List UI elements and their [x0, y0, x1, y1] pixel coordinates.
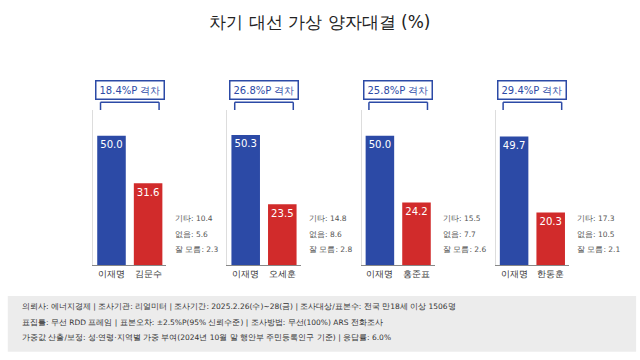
svg-text:20.3: 20.3	[539, 216, 562, 227]
svg-text:기타: 17.3: 기타: 17.3	[577, 214, 615, 223]
svg-text:잘 모름: 2.1: 잘 모름: 2.1	[577, 245, 620, 254]
svg-text:차기 대선 가상 양자대결 (%): 차기 대선 가상 양자대결 (%)	[209, 12, 430, 32]
svg-text:기타: 10.4: 기타: 10.4	[175, 214, 213, 223]
svg-text:26.8%P 격차: 26.8%P 격차	[234, 85, 295, 96]
svg-text:이재명: 이재명	[98, 269, 125, 279]
svg-text:의뢰사: 에너지경제 | 조사기관: 리얼미터 | 조사기간: 의뢰사: 에너지경제 | 조사기관: 리얼미터 | 조사기간: 2025.2.2…	[22, 302, 456, 311]
svg-text:29.4%P 격차: 29.4%P 격차	[502, 85, 563, 96]
svg-text:25.8%P 격차: 25.8%P 격차	[368, 85, 429, 96]
svg-text:김문수: 김문수	[135, 269, 162, 279]
svg-text:50.0: 50.0	[100, 139, 123, 150]
svg-text:31.6: 31.6	[137, 187, 160, 198]
svg-text:이재명: 이재명	[232, 269, 259, 279]
svg-text:오세훈: 오세훈	[269, 269, 296, 279]
svg-text:잘 모름: 2.3: 잘 모름: 2.3	[175, 245, 218, 254]
svg-text:23.5: 23.5	[271, 208, 294, 219]
svg-text:잘 모름: 2.6: 잘 모름: 2.6	[443, 245, 486, 254]
svg-text:가중값 산출/보정: 성·연령·지역별 가중 부여(2024: 가중값 산출/보정: 성·연령·지역별 가중 부여(2024년 10월 말 행안…	[22, 333, 391, 342]
svg-text:없음: 7.7: 없음: 7.7	[443, 230, 476, 239]
svg-text:50.3: 50.3	[234, 138, 257, 149]
svg-text:홍준표: 홍준표	[403, 269, 430, 279]
svg-text:49.7: 49.7	[503, 140, 526, 151]
svg-text:한동훈: 한동훈	[537, 269, 564, 279]
svg-text:표집틀: 무선 RDD 프레임 | 표본오차: ±2.5%P: 표집틀: 무선 RDD 프레임 | 표본오차: ±2.5%P(95% 신뢰수준)…	[22, 318, 383, 327]
svg-text:50.0: 50.0	[369, 139, 392, 150]
svg-text:없음: 8.6: 없음: 8.6	[309, 230, 342, 239]
svg-text:이재명: 이재명	[366, 269, 393, 279]
svg-text:기타: 14.8: 기타: 14.8	[309, 214, 347, 223]
svg-text:없음: 10.5: 없음: 10.5	[577, 230, 615, 239]
svg-text:기타: 15.5: 기타: 15.5	[443, 214, 481, 223]
svg-text:24.2: 24.2	[405, 206, 428, 217]
svg-text:잘 모름: 2.8: 잘 모름: 2.8	[309, 245, 352, 254]
svg-text:이재명: 이재명	[501, 269, 528, 279]
svg-text:없음: 5.6: 없음: 5.6	[175, 230, 208, 239]
svg-text:18.4%P 격차: 18.4%P 격차	[100, 85, 161, 96]
